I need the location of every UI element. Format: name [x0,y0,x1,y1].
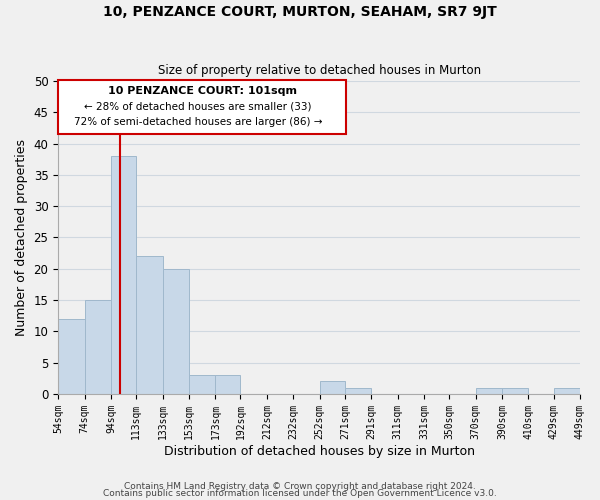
Title: Size of property relative to detached houses in Murton: Size of property relative to detached ho… [158,64,481,77]
Bar [476,388,502,394]
Text: ← 28% of detached houses are smaller (33): ← 28% of detached houses are smaller (33… [85,102,312,112]
Bar [58,80,346,134]
Bar [136,256,163,394]
Text: 72% of semi-detached houses are larger (86) →: 72% of semi-detached houses are larger (… [74,118,322,128]
Bar [189,375,215,394]
Bar [502,388,529,394]
Bar [163,269,189,394]
Bar [215,375,241,394]
Bar [85,300,111,394]
Bar [554,388,580,394]
X-axis label: Distribution of detached houses by size in Murton: Distribution of detached houses by size … [164,444,475,458]
Bar [111,156,136,394]
Y-axis label: Number of detached properties: Number of detached properties [15,139,28,336]
Text: 10 PENZANCE COURT: 101sqm: 10 PENZANCE COURT: 101sqm [107,86,296,96]
Text: Contains HM Land Registry data © Crown copyright and database right 2024.: Contains HM Land Registry data © Crown c… [124,482,476,491]
Text: Contains public sector information licensed under the Open Government Licence v3: Contains public sector information licen… [103,489,497,498]
Bar [345,388,371,394]
Bar [58,319,85,394]
Bar [320,382,345,394]
Text: 10, PENZANCE COURT, MURTON, SEAHAM, SR7 9JT: 10, PENZANCE COURT, MURTON, SEAHAM, SR7 … [103,5,497,19]
